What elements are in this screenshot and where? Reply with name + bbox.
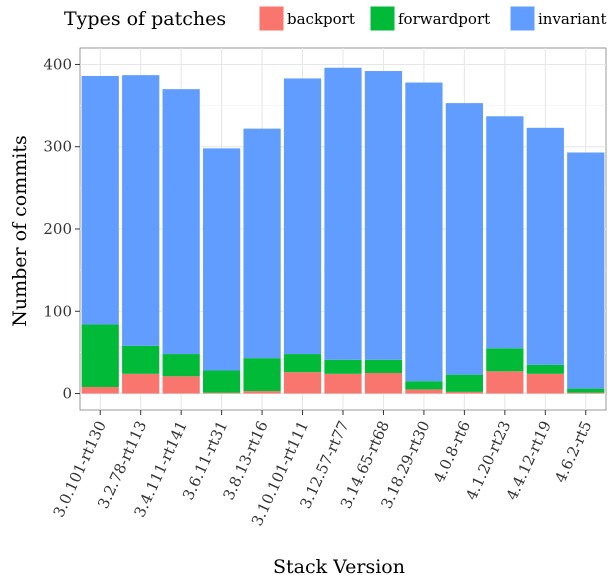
bar-backport-4.1.20-rt23	[486, 371, 524, 394]
legend-label-backport: backport	[287, 10, 355, 28]
bar-invariant-3.8.13-rt16	[243, 128, 281, 359]
bar-invariant-3.6.11-rt31	[203, 148, 241, 371]
bar-backport-3.6.11-rt31	[203, 392, 241, 394]
bar-forwardport-3.6.11-rt31	[203, 370, 241, 393]
y-tick-label: 100	[43, 302, 72, 320]
bar-forwardport-4.1.20-rt23	[486, 348, 524, 372]
x-axis: 3.0.101-rt1303.2.78-rt1133.4.111-rt1413.…	[50, 410, 595, 529]
bar-forwardport-4.0.8-rt6	[445, 374, 483, 392]
bar-forwardport-3.18.29-rt30	[405, 381, 443, 390]
x-tick-label: 4.0.8-rt6	[430, 418, 474, 485]
bar-invariant-4.1.20-rt23	[486, 116, 524, 349]
bar-invariant-4.6.2-rt5	[567, 152, 605, 389]
bar-invariant-3.10.101-rt111	[283, 78, 322, 355]
bar-forwardport-4.4.12-rt19	[526, 364, 564, 374]
y-tick-label: 400	[43, 55, 72, 73]
y-tick-label: 0	[62, 385, 72, 403]
bar-invariant-3.18.29-rt30	[405, 82, 443, 382]
x-tick-label: 4.6.2-rt5	[551, 418, 595, 485]
bar-backport-3.12.57-rt77	[324, 373, 362, 394]
bar-invariant-4.0.8-rt6	[445, 103, 483, 375]
bar-invariant-3.4.111-rt141	[162, 89, 200, 355]
bar-forwardport-3.8.13-rt16	[243, 358, 281, 392]
bar-backport-4.6.2-rt5	[567, 392, 605, 394]
legend-swatch-forwardport	[369, 5, 396, 32]
bar-backport-3.4.111-rt141	[162, 376, 200, 394]
bar-backport-3.10.101-rt111	[283, 372, 322, 394]
legend-title: Types of patches	[64, 8, 226, 30]
bar-backport-4.4.12-rt19	[526, 373, 564, 394]
bar-invariant-3.2.78-rt113	[122, 75, 160, 346]
bar-forwardport-3.10.101-rt111	[283, 354, 322, 373]
y-tick-label: 300	[43, 138, 72, 156]
bar-invariant-3.0.101-rt130	[81, 75, 119, 325]
legend: Types of patches backport forwardport invar…	[64, 5, 606, 32]
legend-swatch-invariant	[509, 5, 536, 32]
bar-forwardport-3.12.57-rt77	[324, 359, 362, 374]
bar-backport-4.0.8-rt6	[445, 391, 483, 394]
legend-label-forwardport: forwardport	[398, 10, 490, 28]
y-axis: 0 100 200 300 400	[43, 55, 80, 403]
y-axis-title: Number of commits	[9, 135, 31, 327]
bar-invariant-3.12.57-rt77	[324, 67, 362, 360]
bar-forwardport-3.14.65-rt68	[364, 359, 403, 373]
legend-label-invariant: invariant	[538, 10, 606, 28]
x-axis-title: Stack Version	[273, 556, 405, 575]
bar-forwardport-3.0.101-rt130	[81, 324, 119, 387]
bar-invariant-3.14.65-rt68	[364, 71, 403, 360]
bar-backport-3.2.78-rt113	[122, 373, 160, 394]
bar-forwardport-3.2.78-rt113	[122, 345, 160, 374]
bar-backport-3.0.101-rt130	[81, 386, 119, 394]
y-tick-label: 200	[43, 220, 72, 238]
bar-invariant-4.4.12-rt19	[526, 127, 564, 365]
bar-backport-3.8.13-rt16	[243, 391, 281, 394]
bar-forwardport-3.4.111-rt141	[162, 354, 200, 377]
bars	[81, 67, 605, 394]
bar-forwardport-4.6.2-rt5	[567, 388, 605, 393]
legend-swatch-backport	[258, 5, 285, 32]
bar-backport-3.18.29-rt30	[405, 389, 443, 394]
bar-backport-3.14.65-rt68	[364, 372, 403, 394]
